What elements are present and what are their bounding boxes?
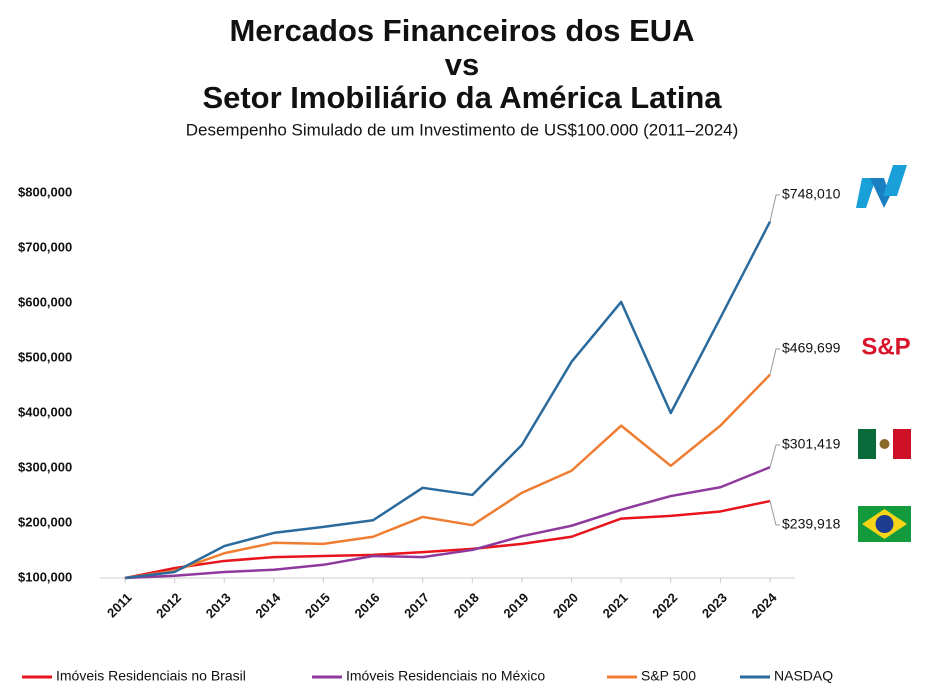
value-label: $469,699 <box>782 340 841 356</box>
series-line <box>124 221 772 580</box>
y-tick-label: $700,000 <box>18 239 72 254</box>
x-tick-label: 2020 <box>550 590 581 621</box>
legend-label: Imóveis Residenciais no México <box>346 668 545 684</box>
x-tick-label: 2021 <box>600 590 631 621</box>
x-tick-label: 2024 <box>748 589 780 621</box>
leader-line <box>769 194 780 222</box>
series-line <box>124 373 771 580</box>
value-label: $239,918 <box>782 516 841 532</box>
chart-title: Mercados Financeiros dos EUA <box>229 13 694 48</box>
chart-subtitle: Desempenho Simulado de um Investimento d… <box>186 120 739 139</box>
series-line <box>124 499 771 580</box>
leader-line <box>769 348 780 375</box>
y-tick-label: $200,000 <box>18 514 72 529</box>
legend-label: S&P 500 <box>641 668 696 684</box>
x-tick-label: 2015 <box>302 590 333 621</box>
chart-title: vs <box>445 47 479 82</box>
x-tick-label: 2019 <box>500 590 531 621</box>
x-tick-label: 2011 <box>104 590 135 621</box>
x-tick-label: 2013 <box>203 590 234 621</box>
x-tick-label: 2014 <box>252 589 284 621</box>
x-tick-label: 2018 <box>451 590 482 621</box>
y-tick-label: $400,000 <box>18 404 72 419</box>
value-label: $748,010 <box>782 186 841 202</box>
x-tick-label: 2022 <box>649 590 680 621</box>
legend-label: Imóveis Residenciais no Brasil <box>56 668 246 684</box>
x-tick-label: 2016 <box>352 590 383 621</box>
sp-logo: S&P <box>861 333 910 360</box>
nasdaq-logo <box>856 165 907 208</box>
value-label: $301,419 <box>782 436 841 452</box>
x-tick-label: 2017 <box>401 590 432 621</box>
chart-title: Setor Imobiliário da América Latina <box>202 80 722 115</box>
y-tick-label: $100,000 <box>18 569 72 584</box>
y-tick-label: $600,000 <box>18 294 72 309</box>
y-tick-label: $800,000 <box>18 184 72 199</box>
series-line <box>124 466 771 580</box>
legend-label: NASDAQ <box>774 668 833 684</box>
leader-line <box>769 444 780 468</box>
brazil-flag <box>858 506 911 542</box>
x-tick-label: 2023 <box>699 590 730 621</box>
y-tick-label: $500,000 <box>18 349 72 364</box>
x-tick-label: 2012 <box>153 590 184 621</box>
mexico-flag <box>858 429 911 459</box>
y-tick-label: $300,000 <box>18 459 72 474</box>
leader-line <box>769 500 780 526</box>
